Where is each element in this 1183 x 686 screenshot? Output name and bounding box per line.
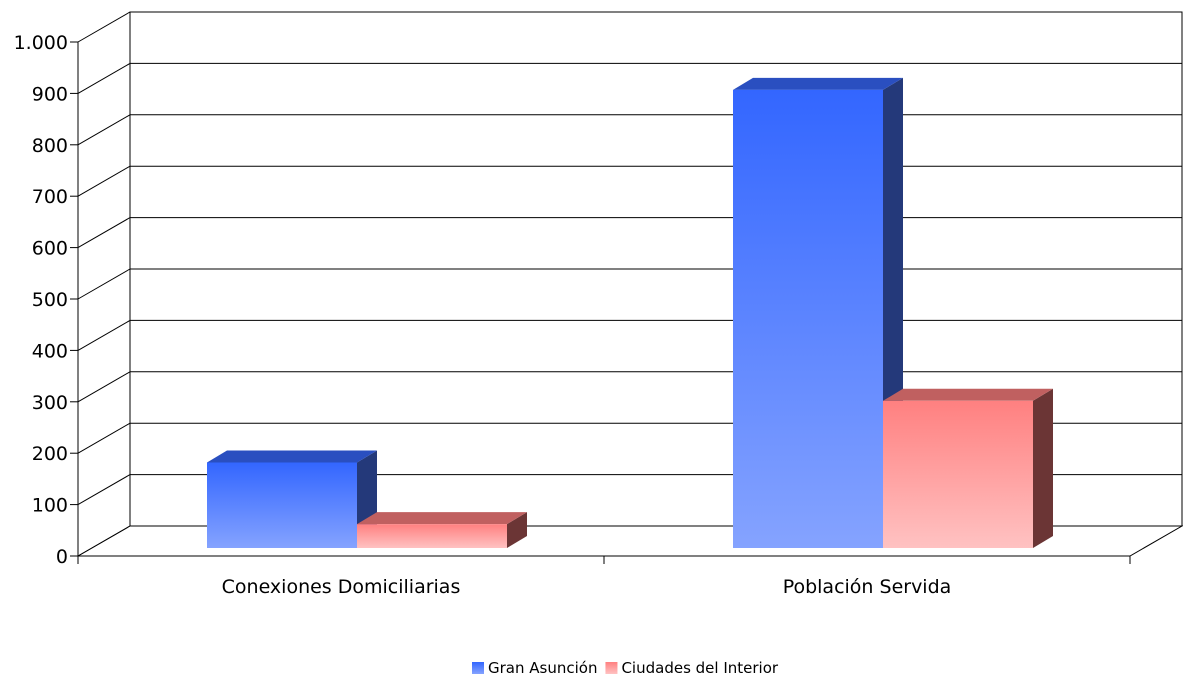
gridline-side bbox=[77, 217, 131, 249]
gridlines bbox=[70, 11, 1182, 557]
y-tick-label: 100 bbox=[32, 495, 68, 517]
gridline-side bbox=[77, 525, 131, 557]
x-axis-labels: Conexiones Domiciliarias Población Servid… bbox=[222, 576, 952, 598]
gridline-side bbox=[77, 371, 131, 403]
bar bbox=[207, 462, 357, 548]
gridline-side bbox=[77, 165, 131, 197]
y-tick-label: 400 bbox=[32, 340, 68, 362]
legend: Gran Asunción Ciudades del Interior bbox=[472, 659, 779, 677]
bar bbox=[357, 524, 507, 548]
gridline-side bbox=[77, 11, 131, 43]
y-tick-label: 500 bbox=[32, 289, 68, 311]
y-tick-label: 700 bbox=[32, 186, 68, 208]
legend-swatch bbox=[472, 662, 484, 674]
y-tick-label: 300 bbox=[32, 392, 68, 414]
legend-swatch bbox=[605, 662, 618, 674]
bar-top bbox=[207, 450, 377, 463]
gridline-side bbox=[77, 62, 131, 94]
y-tick-label: 1.000 bbox=[14, 32, 68, 54]
bar bbox=[733, 89, 883, 548]
legend-label: Gran Asunción bbox=[488, 659, 597, 677]
gridline-side bbox=[77, 422, 131, 454]
y-tick-label: 0 bbox=[56, 546, 68, 568]
x-tick-label: Conexiones Domiciliarias bbox=[222, 576, 461, 598]
bar-top bbox=[733, 77, 903, 90]
bar-top bbox=[357, 512, 527, 525]
y-tick-label: 200 bbox=[32, 443, 68, 465]
legend-label: Ciudades del Interior bbox=[621, 659, 778, 677]
gridline-side bbox=[77, 474, 131, 506]
bars bbox=[207, 77, 1053, 548]
bar bbox=[883, 400, 1033, 548]
gridline-side bbox=[77, 268, 131, 300]
gridline-side bbox=[77, 319, 131, 351]
y-tick-label: 600 bbox=[32, 238, 68, 260]
y-tick-label: 900 bbox=[32, 83, 68, 105]
bar-top bbox=[883, 388, 1053, 401]
y-tick-label: 800 bbox=[32, 135, 68, 157]
y-axis-ticks: 0 100 200 300 400 500 600 700 800 900 1.000 bbox=[14, 32, 68, 568]
bar-side bbox=[507, 512, 527, 548]
gridline-side bbox=[77, 114, 131, 146]
x-tick-label: Población Servida bbox=[783, 576, 952, 598]
bar-side bbox=[1033, 388, 1053, 548]
